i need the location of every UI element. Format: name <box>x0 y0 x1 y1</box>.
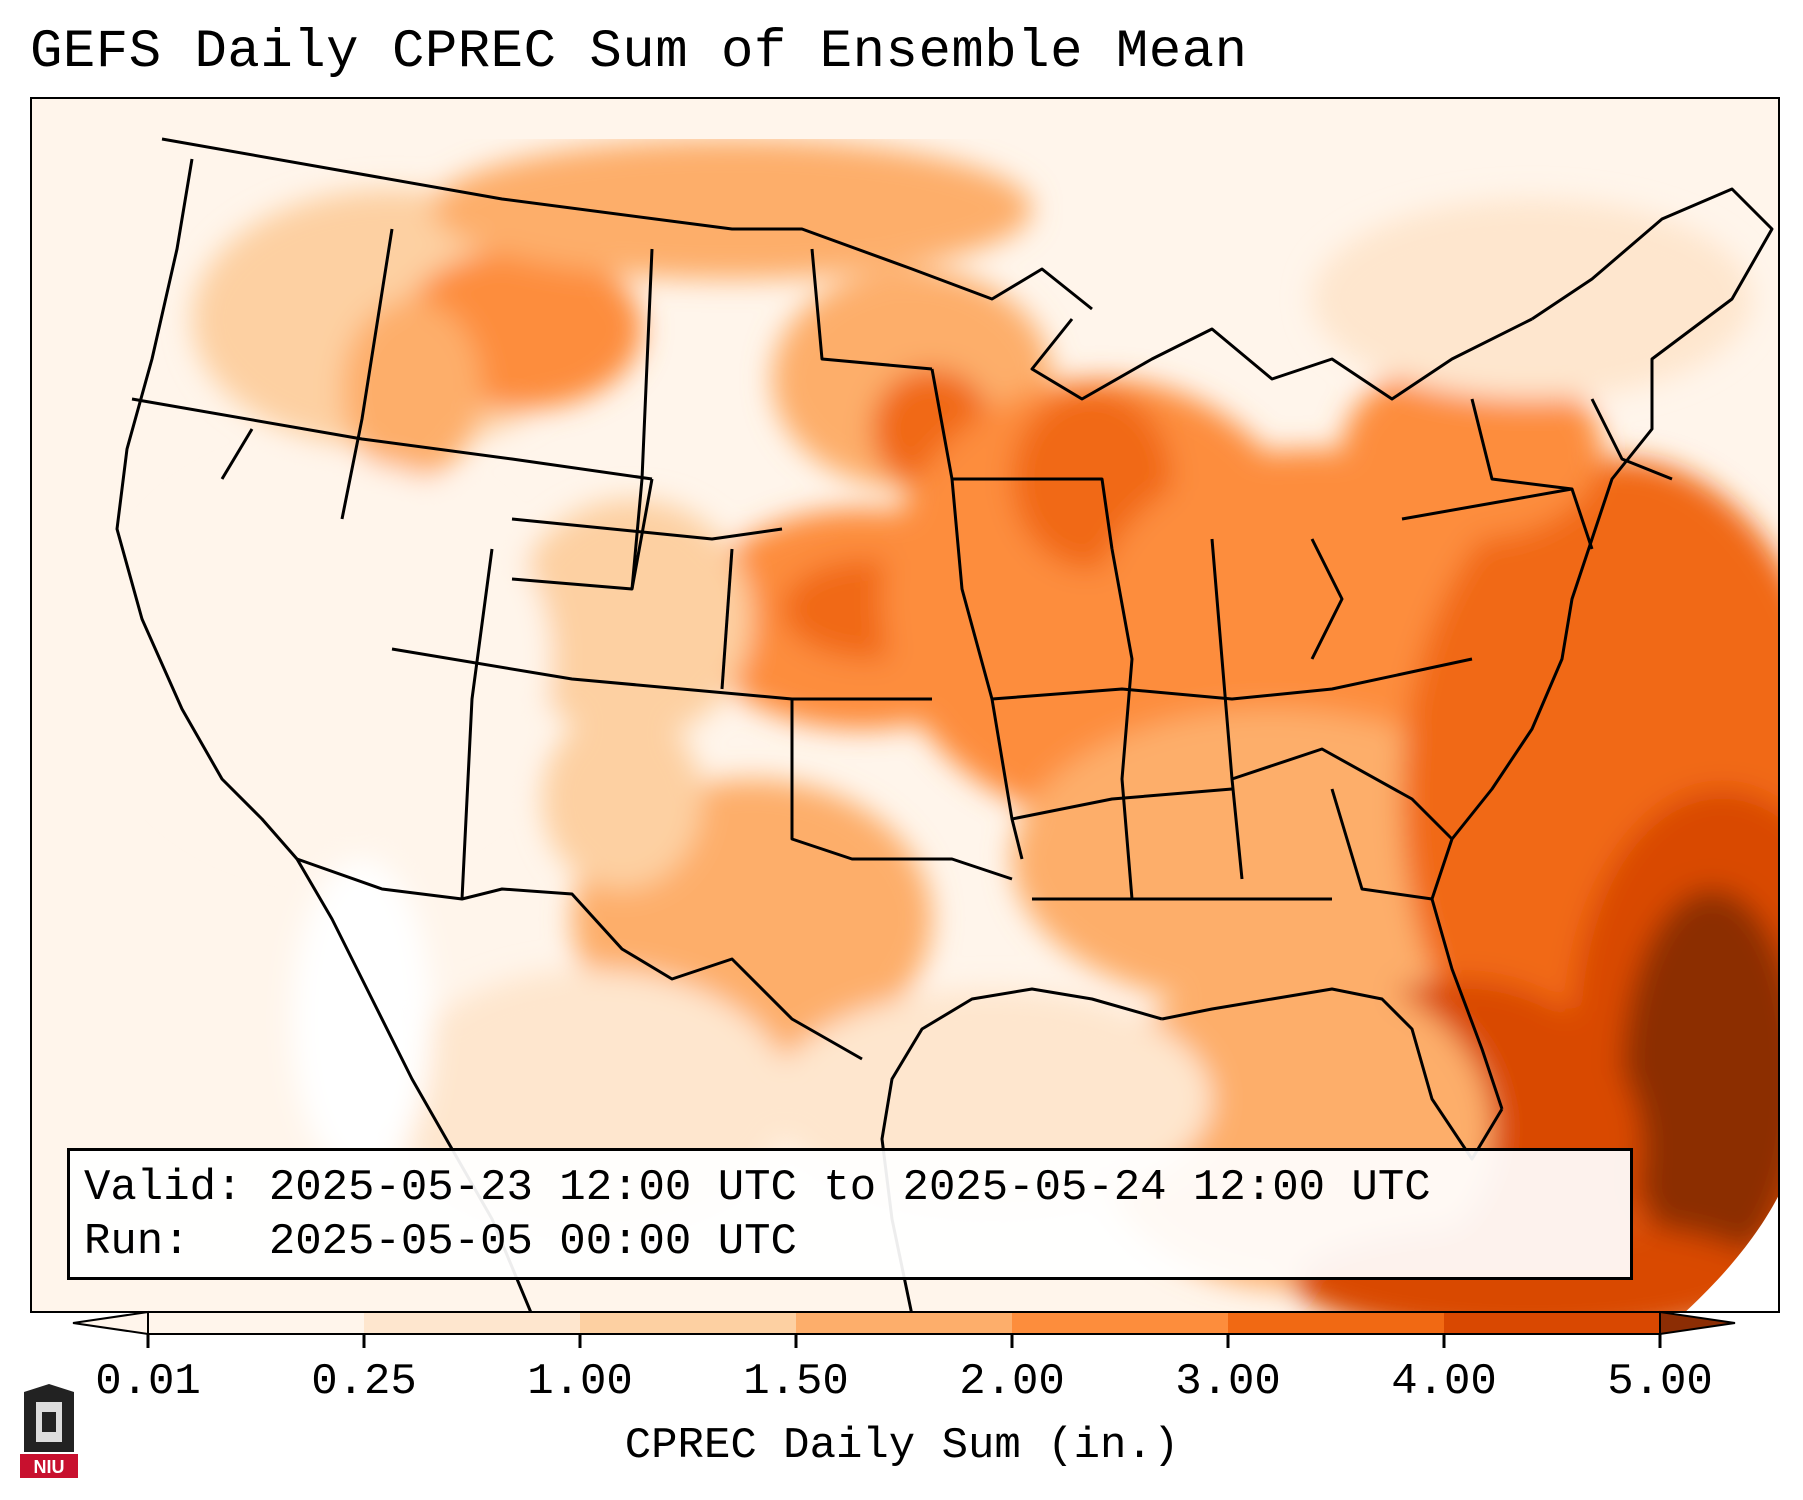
colorbar <box>72 1310 1736 1348</box>
state-line-17 <box>1231 747 1454 841</box>
colorbar-segment <box>1228 1312 1444 1334</box>
state-line-15 <box>1310 538 1344 660</box>
florida-line <box>1161 987 1504 1161</box>
colorbar-segment <box>364 1312 580 1334</box>
boundaries <box>115 137 1774 1311</box>
state-line-10 <box>930 368 1024 860</box>
colorbar-tick-label: 2.00 <box>959 1357 1065 1407</box>
state-line-22 <box>1590 398 1673 481</box>
projection-edge-left <box>32 329 291 1311</box>
state-line-4 <box>630 248 654 590</box>
state-line-1 <box>131 397 653 481</box>
map-canvas <box>32 99 1778 1311</box>
precipitation-map <box>30 97 1780 1313</box>
state-line-21 <box>1470 398 1573 491</box>
precip-bahamas <box>1622 889 1778 1269</box>
valid-time-box: Valid: 2025-05-23 12:00 UTC to 2025-05-2… <box>67 1148 1633 1280</box>
state-line-3 <box>340 228 394 520</box>
west-coast-line <box>115 158 299 860</box>
great-lakes-line <box>1030 317 1533 401</box>
state-line-13 <box>1110 548 1134 900</box>
colorbar-tick-label: 0.25 <box>311 1357 417 1407</box>
valid-line: Valid: 2025-05-23 12:00 UTC to 2025-05-2… <box>84 1161 1616 1215</box>
precip-idaho <box>342 299 482 479</box>
colorbar-segment <box>1444 1312 1660 1334</box>
precip-southwest <box>112 459 552 859</box>
map-title: GEFS Daily CPREC Sum of Ensemble Mean <box>30 22 1248 83</box>
colorbar-tick-label: 1.00 <box>527 1357 633 1407</box>
state-line-12 <box>991 657 1473 701</box>
state-line-5 <box>810 248 933 371</box>
state-line-2 <box>220 428 254 480</box>
logo-text: NIU <box>34 1457 65 1477</box>
state-line-11 <box>952 477 1114 550</box>
state-line-9 <box>720 548 734 690</box>
colorbar-tick-label: 5.00 <box>1607 1357 1713 1407</box>
colorbar-segments <box>72 1310 1736 1336</box>
state-line-14 <box>1210 538 1244 880</box>
projection-edge-right <box>1686 1196 1778 1311</box>
run-line: Run: 2025-05-05 00:00 UTC <box>84 1215 1616 1269</box>
state-line-18 <box>1011 787 1233 821</box>
valid-label: Valid: <box>84 1163 243 1213</box>
colorbar-label: CPREC Daily Sum (in.) <box>624 1421 1180 1471</box>
colorbar-tick-label: 3.00 <box>1175 1357 1281 1407</box>
colorbar-outline <box>147 1311 1661 1335</box>
state-line-19 <box>1330 788 1433 901</box>
colorbar-segment <box>580 1312 796 1334</box>
state-line-24 <box>790 699 1013 881</box>
valid-value: 2025-05-23 12:00 UTC to 2025-05-24 12:00… <box>268 1163 1431 1213</box>
mexico-border-line <box>296 857 863 1061</box>
precipitation-field <box>112 139 1778 1311</box>
state-line-7 <box>391 647 932 701</box>
precip-southeast <box>1012 709 1532 1009</box>
colorbar-extend-max <box>1659 1310 1736 1336</box>
logo-tower-window <box>42 1412 56 1432</box>
logo-banner <box>20 1454 78 1478</box>
colorbar-segment <box>148 1312 364 1334</box>
state-line-8 <box>460 548 494 900</box>
state-line-6 <box>511 517 783 541</box>
precip-canada <box>432 139 1032 279</box>
precip-ne-canada <box>1312 199 1752 399</box>
colorbar-tick-label: 0.01 <box>95 1357 201 1407</box>
colorbar-ticks <box>146 1334 1662 1348</box>
colorbar-tick-label: 1.50 <box>743 1357 849 1407</box>
niu-logo-icon: NIU <box>20 1384 78 1478</box>
colorbar-extend-min <box>72 1310 149 1336</box>
run-label: Run: <box>84 1217 190 1267</box>
precip-nm <box>542 709 702 889</box>
niu-logo: NIU <box>20 1384 78 1480</box>
colorbar-segment <box>1012 1312 1228 1334</box>
precip-baja <box>292 859 432 1179</box>
colorbar-tick-label: 4.00 <box>1391 1357 1497 1407</box>
state-line-23 <box>511 478 654 591</box>
colorbar-segment <box>796 1312 1012 1334</box>
precip-co <box>512 499 752 739</box>
run-value: 2025-05-05 00:00 UTC <box>268 1217 797 1267</box>
canada-border-line <box>161 137 1093 311</box>
